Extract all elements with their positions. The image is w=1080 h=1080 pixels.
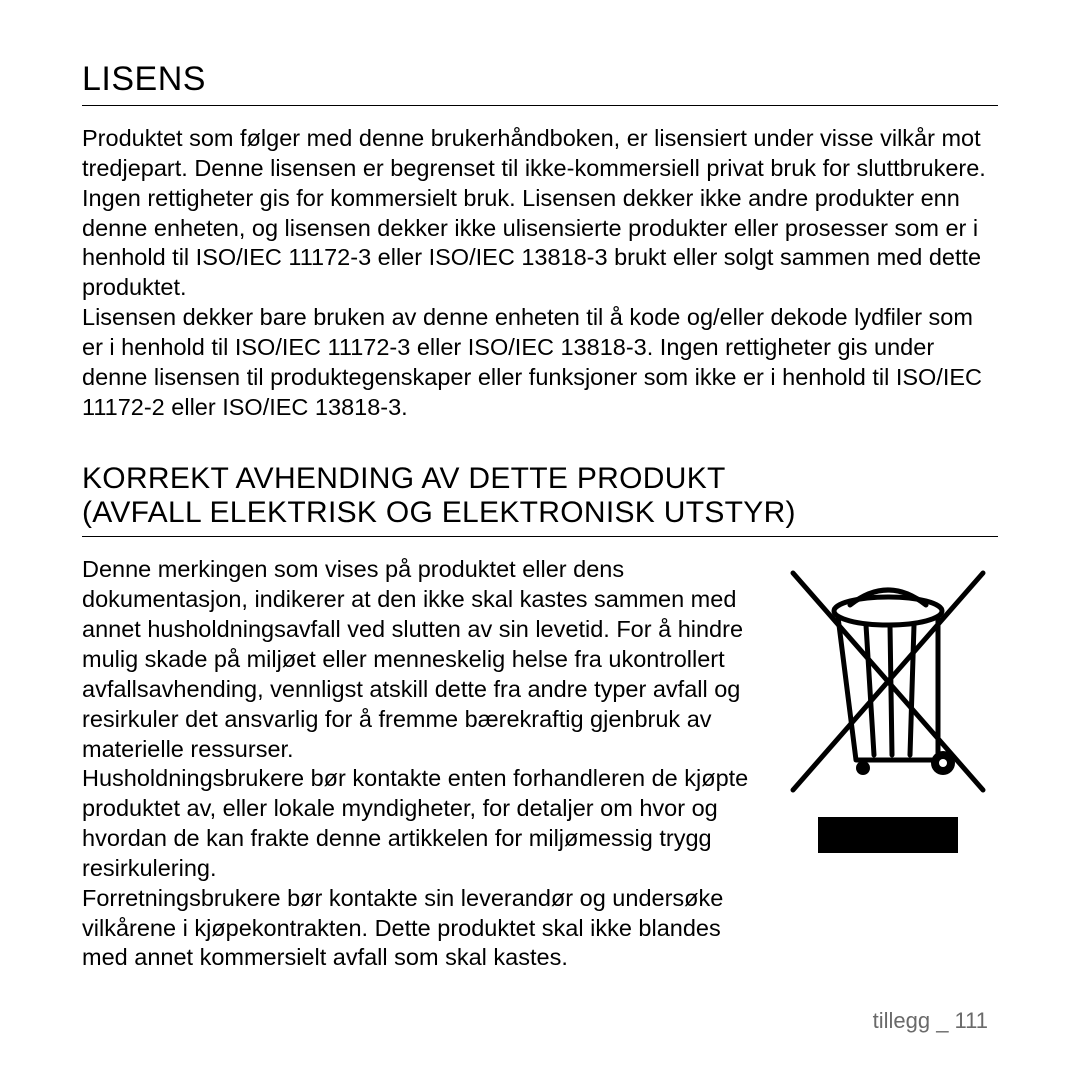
section1-paragraph-1: Produktet som følger med denne brukerhån… xyxy=(82,124,998,303)
section-heading-disposal: KORREKT AVHENDING AV DETTE PRODUKT (AVFA… xyxy=(82,462,998,537)
weee-black-bar xyxy=(818,817,958,853)
footer-page-number: 111 xyxy=(955,1008,988,1033)
footer-label: tillegg xyxy=(873,1008,930,1033)
page-footer: tillegg _ 111 xyxy=(873,1008,988,1034)
heading2-line1: KORREKT AVHENDING AV DETTE PRODUKT xyxy=(82,462,726,495)
section2-paragraph-2: Husholdningsbrukere bør kontakte enten f… xyxy=(82,764,750,883)
footer-separator: _ xyxy=(936,1008,954,1033)
section2-body: Denne merkingen som vises på produktet e… xyxy=(82,555,998,973)
document-page: LISENS Produktet som følger med denne br… xyxy=(0,0,1080,1080)
weee-bin-icon xyxy=(778,555,998,805)
weee-figure xyxy=(778,555,998,973)
section1-paragraph-2: Lisensen dekker bare bruken av denne enh… xyxy=(82,303,998,422)
section2-paragraph-3: Forretningsbrukere bør kontakte sin leve… xyxy=(82,884,750,974)
heading2-line2: (AVFALL ELEKTRISK OG ELEKTRONISK UTSTYR) xyxy=(82,496,796,529)
section2-text-column: Denne merkingen som vises på produktet e… xyxy=(82,555,750,973)
section-heading-lisens: LISENS xyxy=(82,60,998,106)
section2-paragraph-1: Denne merkingen som vises på produktet e… xyxy=(82,555,750,764)
